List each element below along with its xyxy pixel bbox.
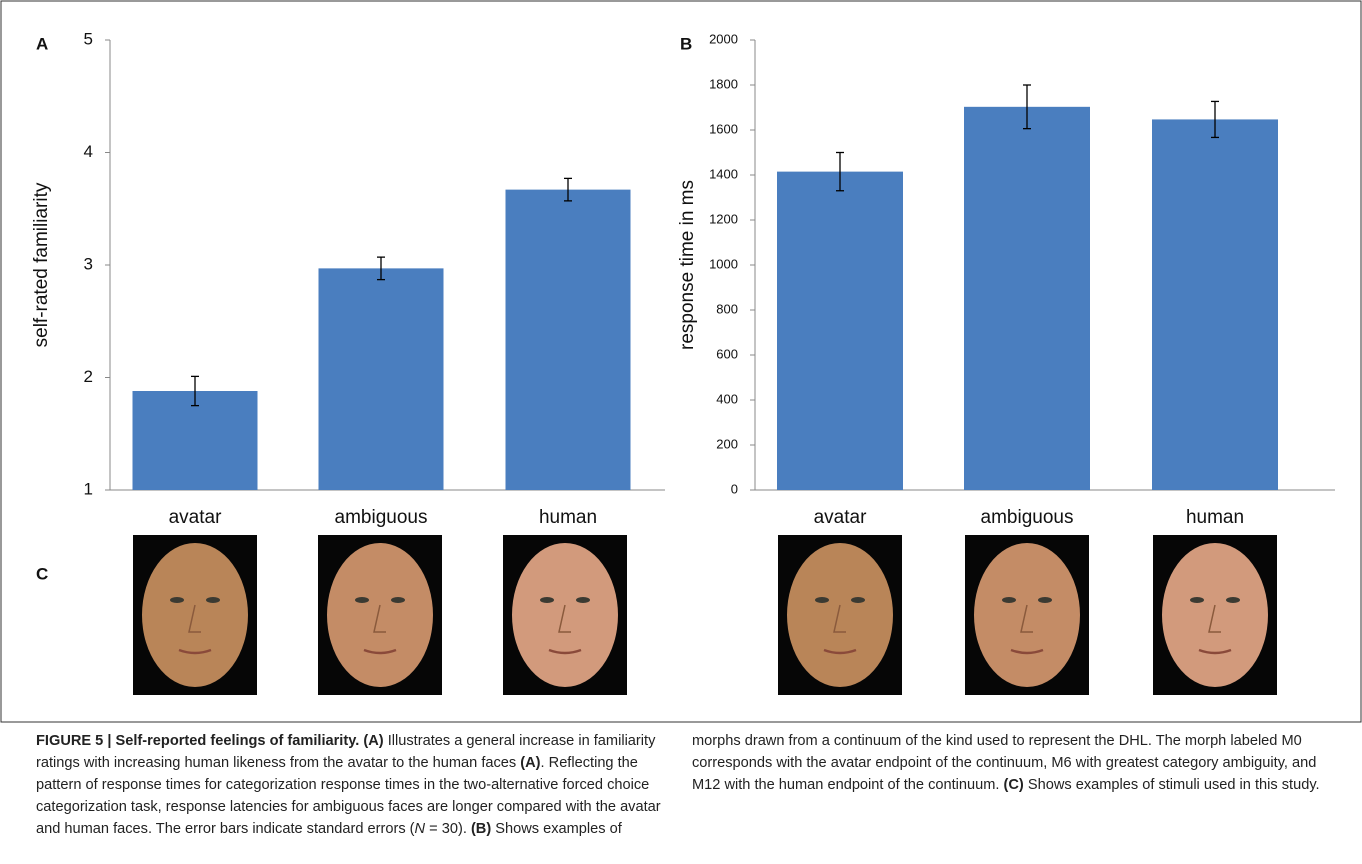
- x-tick-label: ambiguous: [981, 507, 1074, 528]
- eye: [355, 597, 369, 603]
- mouth: [363, 648, 397, 655]
- y-tick-label: 1000: [709, 256, 738, 271]
- face-image: [503, 535, 627, 695]
- y-tick-label: 400: [716, 391, 738, 406]
- nose: [558, 604, 571, 633]
- y-tick-label: 600: [716, 346, 738, 361]
- x-tick-label: human: [1186, 507, 1244, 528]
- bar: [777, 171, 903, 490]
- bar: [132, 391, 258, 490]
- eye: [576, 597, 590, 603]
- bar: [505, 189, 631, 490]
- face-stimuli: [133, 535, 1277, 695]
- eye: [391, 597, 405, 603]
- caption-text: = 30).: [425, 821, 471, 837]
- y-tick-label: 2: [84, 367, 93, 386]
- eye: [1190, 597, 1204, 603]
- caption-text: Shows examples of stimuli used in this s…: [1023, 777, 1320, 793]
- x-tick-label: avatar: [169, 507, 222, 528]
- nose: [1020, 604, 1033, 633]
- panel-label: C: [36, 564, 48, 583]
- face: [512, 543, 618, 687]
- nose: [188, 604, 201, 633]
- error-bar: [377, 256, 385, 281]
- error-bar: [836, 151, 844, 192]
- eye: [1038, 597, 1052, 603]
- y-axis-label: response time in ms: [677, 180, 698, 350]
- error-bar: [1023, 84, 1031, 130]
- mouth: [823, 648, 857, 655]
- figure-frame: [0, 0, 1362, 723]
- face-image: [778, 535, 902, 695]
- error-bar: [564, 177, 572, 202]
- bar: [318, 268, 444, 490]
- nose: [1208, 604, 1221, 633]
- y-axis-label: self-rated familiarity: [31, 182, 52, 347]
- y-tick-label: 2000: [709, 31, 738, 46]
- y-tick-label: 800: [716, 301, 738, 316]
- eye: [206, 597, 220, 603]
- nose: [373, 604, 386, 633]
- x-tick-label: human: [539, 507, 597, 528]
- nose: [833, 604, 846, 633]
- error-bar: [1211, 100, 1219, 139]
- face: [974, 543, 1080, 687]
- eye: [1002, 597, 1016, 603]
- y-tick-label: 1400: [709, 166, 738, 181]
- y-tick-label: 1600: [709, 121, 738, 136]
- y-tick-label: 1200: [709, 211, 738, 226]
- caption-text: N: [414, 821, 426, 837]
- eye: [170, 597, 184, 603]
- bar: [964, 106, 1090, 490]
- error-bar: [191, 375, 199, 407]
- y-tick-label: 3: [84, 254, 93, 273]
- face: [1162, 543, 1268, 687]
- panel-label: A: [36, 34, 48, 53]
- x-tick-label: ambiguous: [335, 507, 428, 528]
- eye: [851, 597, 865, 603]
- face-image: [133, 535, 257, 695]
- mouth: [1010, 648, 1044, 655]
- mouth: [178, 648, 212, 655]
- caption-text: . Reflecting the pattern of response tim…: [36, 755, 665, 837]
- face-image: [1153, 535, 1277, 695]
- face: [327, 543, 433, 687]
- mouth: [1198, 648, 1232, 655]
- face-image: [965, 535, 1089, 695]
- caption-text: (A): [363, 733, 384, 749]
- panel-label: B: [680, 34, 692, 53]
- caption-text: FIGURE 5 | Self-reported feelings of fam…: [36, 733, 360, 749]
- y-tick-label: 5: [84, 29, 93, 48]
- mouth: [548, 648, 582, 655]
- y-tick-label: 200: [716, 436, 738, 451]
- caption-text: (C): [1003, 777, 1024, 793]
- eye: [540, 597, 554, 603]
- bar: [1152, 119, 1278, 491]
- eye: [1226, 597, 1240, 603]
- y-tick-label: 0: [731, 481, 738, 496]
- eye: [815, 597, 829, 603]
- caption-text: (A): [520, 755, 541, 771]
- face: [142, 543, 248, 687]
- x-tick-label: avatar: [814, 507, 867, 528]
- y-tick-label: 1: [84, 479, 93, 498]
- caption-text: Illustrates a general increase in famili…: [36, 733, 660, 771]
- y-tick-label: 1800: [709, 76, 738, 91]
- face: [787, 543, 893, 687]
- caption-text: (B): [470, 821, 492, 837]
- caption-text: Shows examples of morphs drawn from a co…: [491, 733, 1321, 837]
- face-image: [318, 535, 442, 695]
- figure-caption: FIGURE 5 | Self-reported feelings of fam…: [36, 730, 1330, 848]
- y-tick-label: 4: [84, 142, 93, 161]
